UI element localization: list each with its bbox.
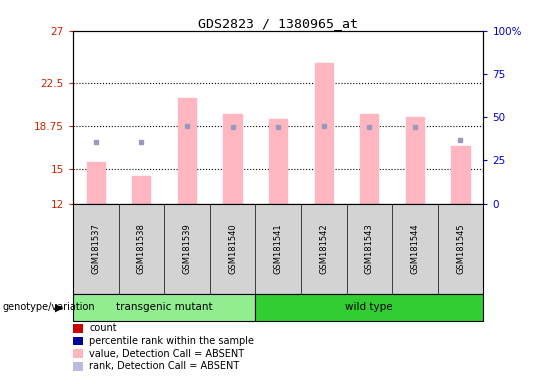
Text: rank, Detection Call = ABSENT: rank, Detection Call = ABSENT xyxy=(89,361,239,371)
Bar xyxy=(451,146,470,204)
Bar xyxy=(86,162,105,204)
Text: GSM181540: GSM181540 xyxy=(228,223,237,274)
Text: wild type: wild type xyxy=(346,302,393,312)
Bar xyxy=(315,63,333,204)
Text: count: count xyxy=(89,323,117,333)
Text: GSM181542: GSM181542 xyxy=(319,223,328,274)
Text: ▶: ▶ xyxy=(55,302,64,312)
Text: GSM181544: GSM181544 xyxy=(410,223,420,274)
Text: GSM181541: GSM181541 xyxy=(274,223,282,274)
Bar xyxy=(224,114,241,204)
Text: GSM181545: GSM181545 xyxy=(456,223,465,274)
Bar xyxy=(360,114,379,204)
Text: percentile rank within the sample: percentile rank within the sample xyxy=(89,336,254,346)
Text: transgenic mutant: transgenic mutant xyxy=(116,302,212,312)
Bar xyxy=(132,176,151,204)
Text: GSM181539: GSM181539 xyxy=(183,223,191,274)
Text: GSM181543: GSM181543 xyxy=(365,223,374,274)
Title: GDS2823 / 1380965_at: GDS2823 / 1380965_at xyxy=(198,17,358,30)
Text: GSM181538: GSM181538 xyxy=(137,223,146,274)
Text: GSM181537: GSM181537 xyxy=(91,223,100,274)
Text: genotype/variation: genotype/variation xyxy=(3,302,96,312)
Bar xyxy=(178,98,196,204)
Bar xyxy=(406,117,424,204)
Text: value, Detection Call = ABSENT: value, Detection Call = ABSENT xyxy=(89,349,244,359)
Bar xyxy=(269,119,287,204)
